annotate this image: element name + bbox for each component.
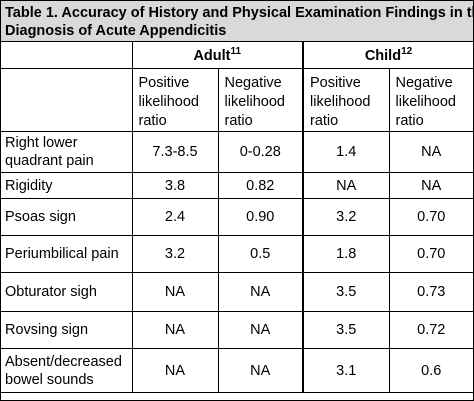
table-cell: NA	[388, 131, 473, 173]
table-title: Table 1. Accuracy of History and Physica…	[1, 1, 474, 42]
table-row: Right lower quadrant pain 7.3-8.5 0-0.28…	[1, 131, 473, 173]
group-label: Adult	[193, 48, 231, 64]
table-cell: 3.2	[131, 235, 219, 273]
group-ref: 11	[230, 46, 242, 57]
table-cell: NA	[217, 272, 304, 312]
corner-cell	[1, 42, 133, 69]
subheader-adult-positive: Positive likelihood ratio	[131, 68, 219, 132]
group-header-adult: Adult11	[131, 42, 304, 69]
table-cell: NA	[388, 172, 473, 199]
table-cell: 3.2	[302, 198, 390, 236]
table-cell: NA	[131, 311, 219, 349]
table-title-line-2: Diagnosis of Acute Appendicitis	[5, 23, 227, 39]
table-cell: NA	[302, 172, 390, 199]
row-label: Absent/decreased bowel sounds	[1, 348, 133, 393]
table-cell: 0.90	[217, 198, 304, 236]
table-cell: 3.5	[302, 272, 390, 312]
subheader-row: Positive likelihood ratio Negative likel…	[1, 68, 473, 132]
table-row: Periumbilical pain 3.2 0.5 1.8 0.70	[1, 235, 473, 273]
table-cell: 3.8	[131, 172, 219, 199]
table-cell: 0.5	[217, 235, 304, 273]
row-label: Periumbilical pain	[1, 235, 133, 273]
group-header-row: Adult11 Child12	[1, 42, 473, 69]
table-cell: NA	[131, 348, 219, 393]
table-cell: 0.70	[388, 235, 473, 273]
group-label: Child	[364, 48, 402, 64]
table-cell: 0.6	[388, 348, 473, 393]
table-cell: 2.4	[131, 198, 219, 236]
subheader-child-positive: Positive likelihood ratio	[302, 68, 390, 132]
table-cell: 0.72	[388, 311, 473, 349]
subheader-adult-negative: Negative likelihood ratio	[217, 68, 304, 132]
row-label: Rovsing sign	[1, 311, 133, 349]
table-cell: NA	[217, 348, 304, 393]
row-label: Psoas sign	[1, 198, 133, 236]
row-label: Obturator sigh	[1, 272, 133, 312]
subheader-child-negative: Negative likelihood ratio	[388, 68, 473, 132]
table-row: Rigidity 3.8 0.82 NA NA	[1, 172, 473, 199]
group-ref: 12	[401, 46, 413, 57]
table-cell: NA	[217, 311, 304, 349]
table-row: Rovsing sign NA NA 3.5 0.72	[1, 311, 473, 349]
table-row: Absent/decreased bowel sounds NA NA 3.1 …	[1, 348, 473, 393]
group-header-child: Child12	[302, 42, 473, 69]
table-cell: 3.5	[302, 311, 390, 349]
table-cell: 0.73	[388, 272, 473, 312]
table-cell: 1.8	[302, 235, 390, 273]
table-cell: NA	[131, 272, 219, 312]
row-label: Rigidity	[1, 172, 133, 199]
table-cell: 0-0.28	[217, 131, 304, 173]
likelihood-ratio-table: Adult11 Child12 Positive likelihood rati…	[1, 42, 473, 393]
table-row: Obturator sigh NA NA 3.5 0.73	[1, 272, 473, 312]
table-cell: 7.3-8.5	[131, 131, 219, 173]
table-row: Psoas sign 2.4 0.90 3.2 0.70	[1, 198, 473, 236]
table-title-line-1: Table 1. Accuracy of History and Physica…	[5, 5, 474, 21]
row-label: Right lower quadrant pain	[1, 131, 133, 173]
table-cell: 3.1	[302, 348, 390, 393]
corner-cell	[1, 68, 133, 132]
table-cell: 0.82	[217, 172, 304, 199]
table-cell: 0.70	[388, 198, 473, 236]
table-cell: 1.4	[302, 131, 390, 173]
